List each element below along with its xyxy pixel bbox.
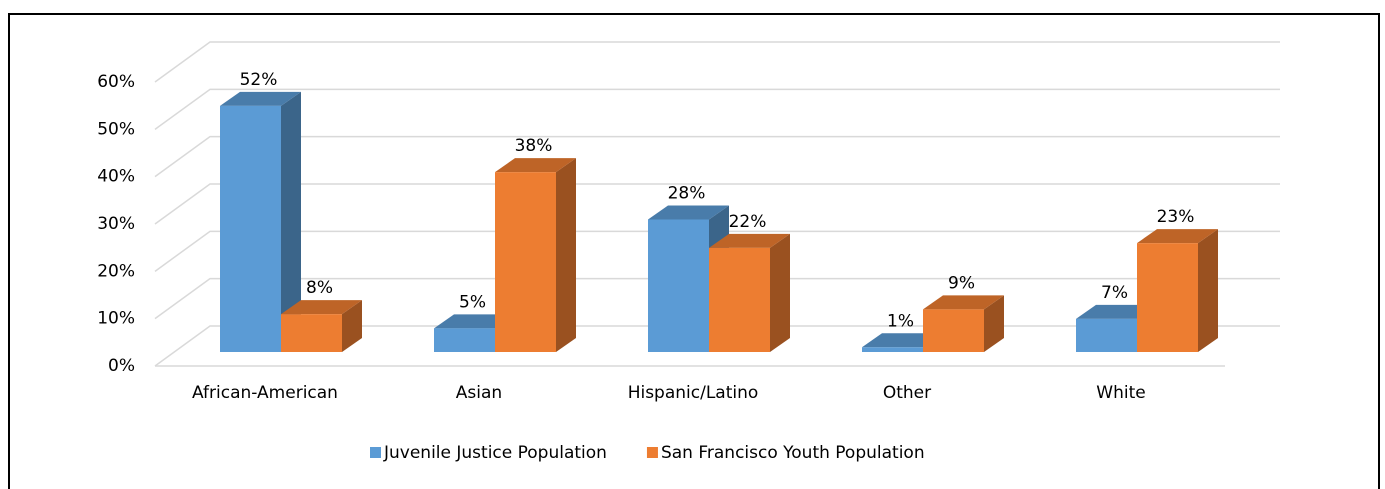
data-label: 1% (887, 311, 914, 331)
y-tick-label: 30% (97, 214, 135, 234)
bar-top (495, 158, 576, 173)
bar-front (434, 328, 495, 352)
bar (495, 158, 576, 352)
bar-side (281, 91, 301, 352)
bar-front (709, 247, 770, 352)
bar-front (862, 347, 923, 352)
bar-top (434, 314, 515, 329)
grid-line (154, 183, 1280, 225)
y-tick-label: 0% (108, 356, 135, 376)
bar (709, 233, 790, 352)
grid-line (154, 230, 1280, 272)
bar-side (1198, 229, 1218, 352)
bar-front (1137, 243, 1198, 352)
x-tick-label: White (1096, 383, 1145, 403)
bar (1137, 229, 1218, 352)
y-tick-label: 10% (97, 309, 135, 329)
data-label: 8% (306, 278, 333, 298)
data-label: 7% (1101, 283, 1128, 303)
legend-swatch (646, 447, 658, 458)
bar-top (923, 295, 1004, 310)
bar-front (648, 219, 709, 352)
bar-front (1076, 318, 1137, 352)
bar (220, 91, 301, 352)
x-tick-label: Other (883, 383, 931, 403)
grid-line (154, 277, 1280, 320)
bar-side (984, 295, 1004, 352)
grid-line (154, 88, 1280, 130)
grid-line (154, 135, 1280, 178)
x-tick-label: African-American (192, 383, 338, 403)
bar (923, 295, 1004, 352)
data-label: 23% (1157, 207, 1195, 227)
bar-top (1137, 229, 1218, 244)
bar-side (556, 158, 576, 352)
y-tick-label: 40% (97, 167, 135, 187)
legend-label: Juvenile Justice Population (383, 443, 607, 463)
x-tick-label: Hispanic/Latino (628, 383, 759, 403)
data-label: 9% (948, 273, 975, 293)
data-label: 22% (729, 212, 767, 232)
data-label: 38% (515, 136, 553, 156)
bar-top (648, 205, 729, 220)
bar-front (281, 314, 342, 352)
bar-top (281, 300, 362, 315)
data-label: 28% (668, 183, 706, 203)
bar-front (923, 309, 984, 352)
y-tick-label: 60% (97, 72, 135, 92)
bar-top (1076, 304, 1157, 319)
y-tick-label: 50% (97, 119, 135, 139)
bar-side (770, 233, 790, 352)
bar-top (862, 333, 943, 348)
y-tick-label: 20% (97, 261, 135, 281)
grid-line (154, 41, 1280, 83)
x-tick-label: Asian (456, 383, 502, 403)
data-label: 52% (240, 70, 278, 90)
bar (281, 300, 362, 352)
bar-top (220, 91, 301, 106)
bar-front (220, 105, 281, 352)
bar-side (342, 300, 362, 352)
bar-top (709, 233, 790, 248)
legend-swatch (370, 447, 381, 458)
legend-label: San Francisco Youth Population (661, 443, 925, 463)
chart-border (8, 13, 1380, 489)
data-label: 5% (459, 292, 486, 312)
bar-front (495, 172, 556, 352)
